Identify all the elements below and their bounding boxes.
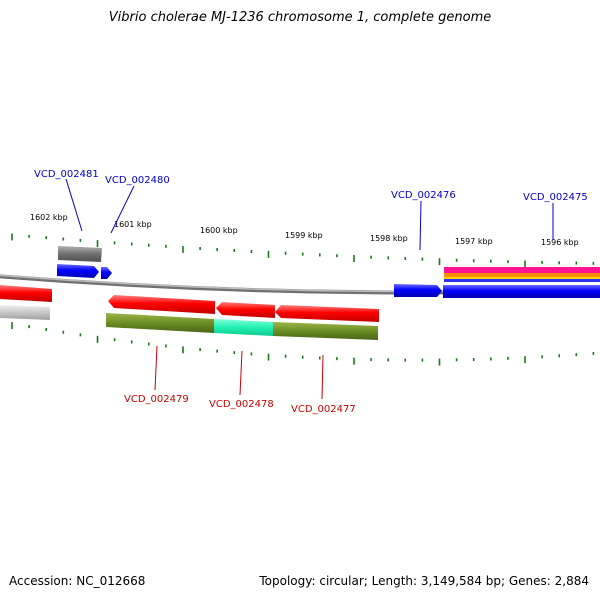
gene-small-blue-feature[interactable]: [101, 267, 112, 279]
scale-label: 1600 kbp: [200, 226, 238, 235]
gene-label-VCD_002478[interactable]: VCD_002478: [209, 399, 274, 410]
scale-label: 1597 kbp: [455, 237, 493, 246]
gene-labels-bottom: VCD_002479 VCD_002478 VCD_002477: [124, 345, 356, 415]
feature-blue-band[interactable]: [444, 279, 600, 282]
gene-label-VCD_002477[interactable]: VCD_002477: [291, 404, 356, 415]
gene-VCD_002481-feature[interactable]: [58, 246, 102, 262]
gene-VCD_002476-feature[interactable]: [394, 284, 442, 297]
feature-aqua-middle[interactable]: [214, 319, 273, 336]
scale-label: 1601 kbp: [114, 220, 152, 229]
gene-left-gray-feature[interactable]: [0, 305, 50, 320]
feature-pink-band[interactable]: [444, 267, 600, 273]
gene-label-VCD_002481[interactable]: VCD_002481: [34, 169, 99, 180]
gene-VCD_002477-feature[interactable]: [275, 305, 379, 322]
scale-label: 1596 kbp: [541, 238, 579, 247]
inner-tick-track: [11, 322, 595, 366]
gene-labels-top: VCD_002481 VCD_002480 VCD_002476 VCD_002…: [34, 169, 588, 251]
forward-strand-features: [57, 246, 600, 298]
scale-label: 1602 kbp: [30, 213, 68, 222]
feature-olive-left[interactable]: [106, 313, 214, 333]
outer-tick-track: [11, 233, 595, 268]
gene-label-VCD_002476[interactable]: VCD_002476: [391, 190, 456, 201]
gene-VCD_002475-feature[interactable]: [443, 285, 600, 298]
label-leader-line: [239, 350, 243, 396]
genome-summary-text: Topology: circular; Length: 3,149,584 bp…: [259, 574, 589, 588]
map-title: Vibrio cholerae MJ-1236 chromosome 1, co…: [108, 10, 492, 25]
label-leader-line: [321, 354, 324, 400]
scale-label: 1599 kbp: [285, 231, 323, 240]
gene-label-VCD_002480[interactable]: VCD_002480: [105, 175, 170, 186]
gene-left-red-feature[interactable]: [0, 285, 52, 302]
gene-label-VCD_002479[interactable]: VCD_002479: [124, 394, 189, 405]
feature-olive-right[interactable]: [273, 322, 378, 340]
label-leader-line: [65, 178, 83, 232]
feature-orange-band[interactable]: [444, 273, 600, 277]
gene-VCD_002480-feature[interactable]: [57, 264, 99, 278]
gene-VCD_002478-feature[interactable]: [216, 302, 275, 318]
gene-VCD_002479-feature[interactable]: [108, 295, 215, 314]
label-leader-line: [419, 200, 422, 251]
label-leader-line: [110, 185, 135, 234]
reverse-strand-features: [0, 285, 379, 340]
label-leader-line: [154, 345, 158, 391]
gene-label-VCD_002475[interactable]: VCD_002475: [523, 192, 588, 203]
feature-yellow-band[interactable]: [444, 277, 600, 279]
accession-text: Accession: NC_012668: [9, 574, 146, 588]
scale-label: 1598 kbp: [370, 234, 408, 243]
scale-labels: 1602 kbp 1601 kbp 1600 kbp 1599 kbp 1598…: [30, 213, 579, 247]
